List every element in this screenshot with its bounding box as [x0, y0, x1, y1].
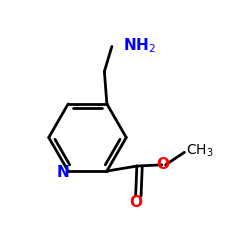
Text: CH$_3$: CH$_3$ [186, 143, 213, 159]
Text: N: N [56, 165, 69, 180]
Text: O: O [129, 195, 142, 210]
Text: NH$_2$: NH$_2$ [123, 36, 156, 54]
Text: O: O [156, 157, 170, 172]
